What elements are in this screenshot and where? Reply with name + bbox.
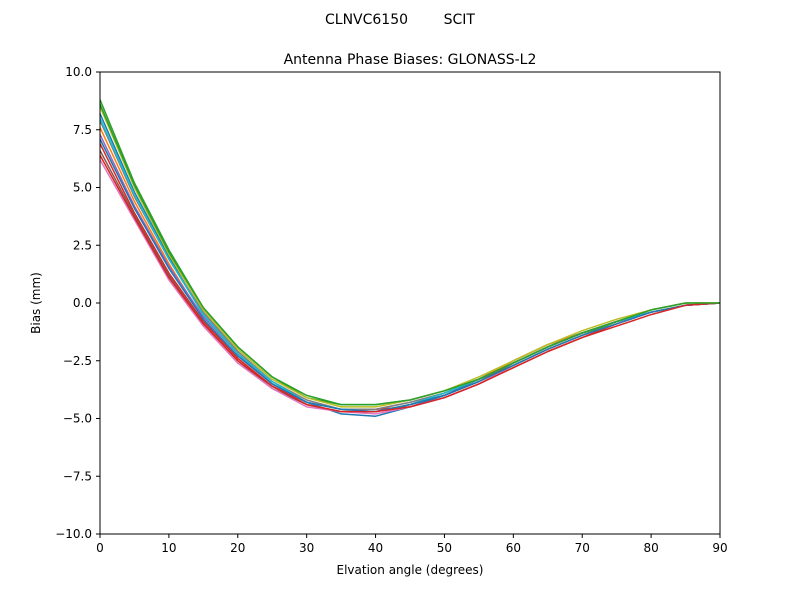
y-tick-label: 5.0 [73,181,92,195]
series-layer [99,99,721,417]
y-tick-label: 0.0 [73,296,92,310]
y-tick-label: −7.5 [63,469,92,483]
y-axis: 10.0 7.5 5.0 2.5 0.0 −2.5 −5.0 −7.5 −10.0 [55,65,100,541]
x-tick-label: 70 [575,541,590,555]
x-tick-label: 0 [96,541,104,555]
x-axis-label: Elvation angle (degrees) [337,563,484,577]
x-tick-label: 20 [230,541,245,555]
x-tick-label: 10 [161,541,176,555]
y-tick-label: −5.0 [63,412,92,426]
x-tick-label: 60 [506,541,521,555]
y-tick-label: 7.5 [73,123,92,137]
series-line [99,104,720,406]
y-tick-label: 10.0 [65,65,92,79]
y-tick-label: 2.5 [73,238,92,252]
y-tick-label: −2.5 [63,354,92,368]
y-axis-label: Bias (mm) [29,272,43,334]
series-line [99,99,720,406]
series-line [99,150,721,413]
y-tick-label: −10.0 [55,527,92,541]
x-tick-label: 50 [437,541,452,555]
series-line [99,117,721,413]
x-axis: 0 10 20 30 40 50 60 70 80 90 [96,534,728,555]
series-line [99,154,721,413]
series-line [99,159,721,415]
series-line [99,113,721,417]
x-tick-label: 40 [368,541,383,555]
series-line [99,120,721,411]
series-line [99,127,721,413]
series-line [99,143,721,411]
x-tick-label: 80 [643,541,658,555]
x-tick-label: 90 [712,541,727,555]
x-tick-label: 30 [299,541,314,555]
series-line [99,134,721,411]
series-line [99,138,721,413]
figure-suptitle: CLNVC6150 SCIT [325,12,475,28]
chart-title: Antenna Phase Biases: GLONASS-L2 [284,52,537,68]
series-line [99,106,720,408]
